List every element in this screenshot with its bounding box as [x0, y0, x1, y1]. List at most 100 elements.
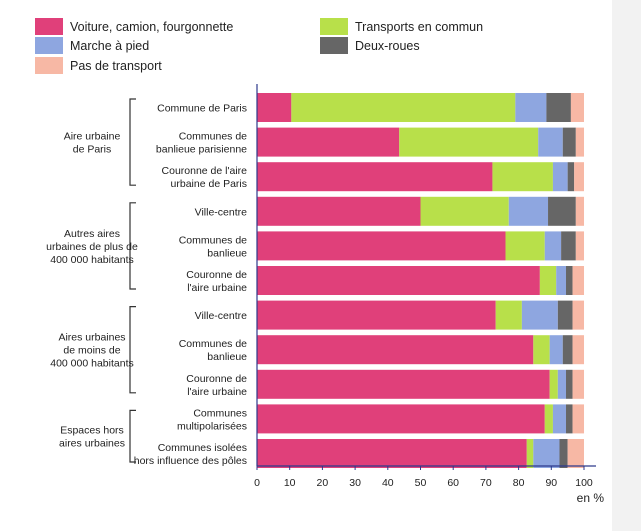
x-tick-label: 50 — [415, 477, 427, 489]
bar-couronne-de-l-aire-urbaine-de-paris-deux-roues — [567, 162, 575, 192]
bar-couronne-de-l-aire-urbaine-voiture-camion-fourgonnette — [257, 266, 540, 295]
bar-communes-de-banlieue-marche-a-pied — [549, 335, 563, 365]
legend-swatch-marche-a-pied — [35, 37, 63, 54]
bar-communes-de-banlieue-deux-roues — [561, 231, 576, 261]
bar-communes-isolees-hors-influence-des-poles-marche-a-pied — [533, 439, 560, 468]
row-label: Ville-centre — [195, 310, 247, 322]
x-tick-label: 80 — [513, 477, 525, 489]
legend-label-transports-en-commun: Transports en commun — [355, 20, 483, 34]
bar-communes-multipolarisees-marche-a-pied — [552, 404, 567, 434]
bar-ville-centre-voiture-camion-fourgonnette — [257, 196, 421, 226]
row-label: Communes de banlieue — [179, 234, 247, 259]
bar-communes-de-banlieue-parisienne-transports-en-commun — [399, 127, 539, 157]
bar-commune-de-paris-pas-de-transport — [570, 93, 584, 122]
bar-communes-de-banlieue-pas-de-transport — [572, 335, 585, 365]
bar-couronne-de-l-aire-urbaine-de-paris-pas-de-transport — [574, 162, 584, 192]
bar-communes-de-banlieue-transports-en-commun — [533, 335, 550, 365]
bar-commune-de-paris-marche-a-pied — [515, 93, 547, 122]
bar-communes-isolees-hors-influence-des-poles-pas-de-transport — [567, 439, 584, 468]
x-tick-label: 90 — [545, 477, 557, 489]
bar-couronne-de-l-aire-urbaine-de-paris-voiture-camion-fourgonnette — [257, 162, 493, 192]
bar-couronne-de-l-aire-urbaine-pas-de-transport — [572, 369, 585, 399]
group-label: Espaces hors aires urbaines — [59, 425, 125, 450]
group-bracket — [129, 409, 136, 463]
bar-communes-multipolarisees-transports-en-commun — [544, 404, 553, 434]
bar-ville-centre-voiture-camion-fourgonnette — [257, 300, 496, 330]
chart-card: Voiture, camion, fourgonnette Transports … — [0, 0, 612, 531]
bar-communes-multipolarisees-voiture-camion-fourgonnette — [257, 404, 545, 434]
bar-ville-centre-transports-en-commun — [495, 300, 522, 330]
bar-ville-centre-marche-a-pied — [508, 196, 549, 226]
legend-label-voiture-camion-fourgonnette: Voiture, camion, fourgonnette — [70, 20, 233, 34]
bar-communes-isolees-hors-influence-des-poles-voiture-camion-fourgonnette — [257, 439, 527, 468]
bar-couronne-de-l-aire-urbaine-voiture-camion-fourgonnette — [257, 369, 550, 399]
legend: Voiture, camion, fourgonnette Transports … — [35, 18, 483, 74]
group-label: Aire urbaine de Paris — [64, 131, 121, 156]
bar-communes-de-banlieue-voiture-camion-fourgonnette — [257, 231, 506, 261]
bar-communes-de-banlieue-parisienne-pas-de-transport — [575, 127, 585, 157]
legend-swatch-voiture-camion-fourgonnette — [35, 18, 63, 35]
bar-commune-de-paris-voiture-camion-fourgonnette — [257, 93, 292, 122]
bar-couronne-de-l-aire-urbaine-transports-en-commun — [539, 266, 557, 295]
bar-couronne-de-l-aire-urbaine-transports-en-commun — [549, 369, 558, 399]
group-labels: Aire urbaine de Paris Autres aires urbaines… — [46, 98, 138, 463]
group-bracket — [129, 202, 136, 290]
x-tick-label: 40 — [382, 477, 394, 489]
bars — [257, 93, 585, 468]
bar-couronne-de-l-aire-urbaine-deux-roues — [566, 266, 573, 295]
row-label: Communes multipolarisées — [177, 407, 247, 432]
bar-ville-centre-deux-roues — [548, 196, 576, 226]
x-tick-label: 10 — [284, 477, 296, 489]
bar-couronne-de-l-aire-urbaine-marche-a-pied — [557, 369, 567, 399]
legend-swatch-transports-en-commun — [320, 18, 348, 35]
bar-couronne-de-l-aire-urbaine-deux-roues — [566, 369, 573, 399]
x-tick-label: 20 — [317, 477, 329, 489]
bar-ville-centre-pas-de-transport — [575, 196, 585, 226]
group-bracket — [129, 306, 136, 394]
group-label: Autres aires urbaines de plus de 400 000 h… — [46, 228, 138, 266]
row-label: Couronne de l'aire urbaine — [186, 373, 247, 398]
x-tick-label: 30 — [349, 477, 361, 489]
bar-ville-centre-deux-roues — [557, 300, 573, 330]
group-bracket — [129, 98, 136, 186]
bar-ville-centre-marche-a-pied — [521, 300, 558, 330]
bar-communes-de-banlieue-voiture-camion-fourgonnette — [257, 335, 534, 365]
x-tick-label: 60 — [447, 477, 459, 489]
x-tick-label: 70 — [480, 477, 492, 489]
group-label: Aires urbaines de moins de 400 000 habitan… — [50, 332, 134, 370]
bar-couronne-de-l-aire-urbaine-marche-a-pied — [556, 266, 567, 295]
legend-label-deux-roues: Deux-roues — [355, 39, 420, 53]
bar-couronne-de-l-aire-urbaine-de-paris-marche-a-pied — [552, 162, 568, 192]
row-label: Couronne de l'aire urbaine — [186, 269, 247, 294]
bar-communes-de-banlieue-pas-de-transport — [575, 231, 585, 261]
legend-label-marche-a-pied: Marche à pied — [70, 39, 149, 53]
row-label: Communes isolées hors influence des pôles — [134, 442, 247, 467]
x-tick-label: 100 — [575, 477, 593, 489]
legend-label-pas-de-transport: Pas de transport — [70, 59, 162, 73]
row-labels: Commune de Paris Communes de banlieue pari… — [134, 103, 247, 468]
bar-communes-isolees-hors-influence-des-poles-deux-roues — [559, 439, 568, 468]
row-label: Commune de Paris — [157, 103, 247, 115]
bar-commune-de-paris-transports-en-commun — [291, 93, 516, 122]
unit-label: en % — [577, 491, 605, 505]
bar-communes-de-banlieue-parisienne-voiture-camion-fourgonnette — [257, 127, 400, 157]
bar-ville-centre-transports-en-commun — [420, 196, 509, 226]
bar-communes-de-banlieue-marche-a-pied — [544, 231, 562, 261]
bar-communes-de-banlieue-transports-en-commun — [505, 231, 545, 261]
bar-communes-multipolarisees-deux-roues — [566, 404, 573, 434]
x-tick-label: 0 — [254, 477, 260, 489]
bar-commune-de-paris-deux-roues — [546, 93, 571, 122]
bar-couronne-de-l-aire-urbaine-de-paris-transports-en-commun — [492, 162, 553, 192]
row-label: Couronne de l'aire urbaine de Paris — [162, 165, 248, 190]
bar-communes-de-banlieue-parisienne-marche-a-pied — [538, 127, 563, 157]
bar-ville-centre-pas-de-transport — [572, 300, 585, 330]
bar-couronne-de-l-aire-urbaine-pas-de-transport — [572, 266, 585, 295]
row-label: Communes de banlieue — [179, 338, 247, 363]
bar-communes-isolees-hors-influence-des-poles-transports-en-commun — [526, 439, 534, 468]
legend-swatch-pas-de-transport — [35, 57, 63, 74]
stacked-bar-chart: Voiture, camion, fourgonnette Transports … — [35, 18, 605, 505]
row-label: Ville-centre — [195, 206, 247, 218]
bar-communes-de-banlieue-deux-roues — [562, 335, 573, 365]
row-label: Communes de banlieue parisienne — [156, 131, 247, 156]
bar-communes-de-banlieue-parisienne-deux-roues — [562, 127, 576, 157]
